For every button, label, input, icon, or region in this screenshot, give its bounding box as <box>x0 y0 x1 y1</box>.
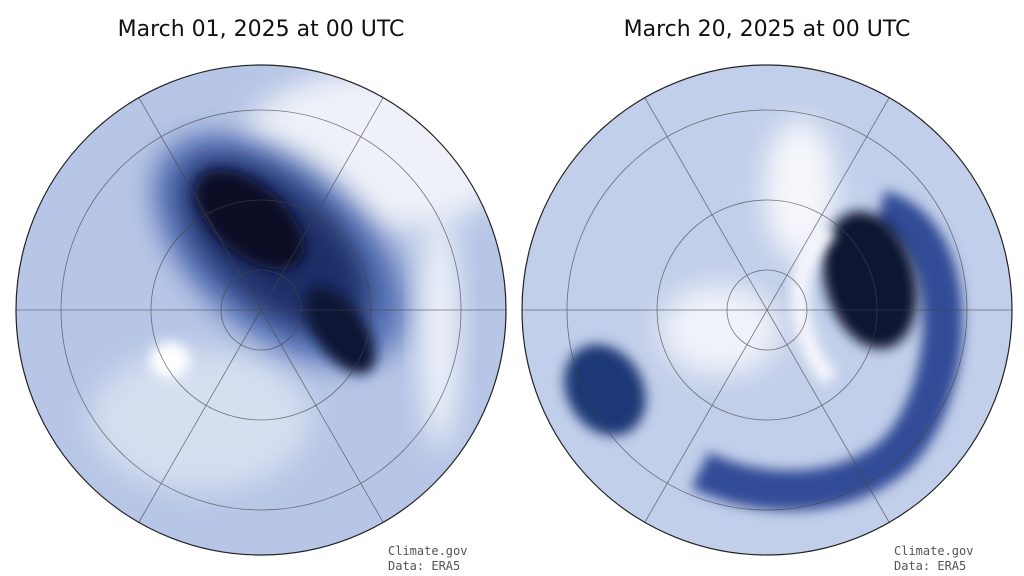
credit: Climate.gov <box>388 544 467 558</box>
map-border <box>15 64 507 556</box>
map-right <box>522 65 1012 555</box>
map-border <box>521 64 1013 556</box>
map-title: March 20, 2025 at 00 UTC <box>624 17 911 42</box>
credit: Data: ERA5 <box>388 559 460 573</box>
credit: Data: ERA5 <box>894 559 966 573</box>
map-left <box>16 65 506 555</box>
map-title: March 01, 2025 at 00 UTC <box>118 17 405 42</box>
credit: Climate.gov <box>894 544 973 558</box>
